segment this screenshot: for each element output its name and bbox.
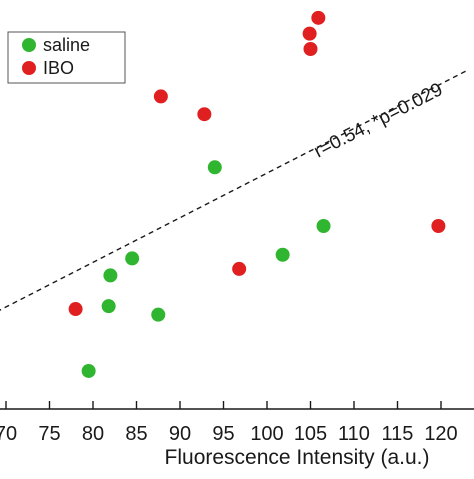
- legend-label-ibo: IBO: [43, 58, 74, 78]
- plot-area: 70 75 80 85 90 95 100 105 110 115 120: [0, 10, 474, 445]
- point-saline-5: [207, 160, 222, 175]
- point-ibo-6: [311, 10, 326, 25]
- x-tick-label-105: 105: [294, 423, 327, 445]
- x-axis-title: Fluorescence Intensity (a.u.): [165, 446, 430, 469]
- point-saline-1: [101, 299, 116, 314]
- correlation-annotation: r=0.54, *p=0.029: [311, 79, 447, 162]
- point-saline-0: [81, 363, 96, 378]
- point-ibo-3: [232, 261, 247, 276]
- x-tick-label-85: 85: [125, 423, 147, 445]
- x-tick-label-95: 95: [212, 423, 234, 445]
- x-tick-label-115: 115: [382, 423, 414, 445]
- legend-marker-saline: [22, 38, 36, 52]
- point-ibo-0: [68, 302, 83, 317]
- point-saline-3: [125, 251, 140, 266]
- legend-marker-ibo: [22, 61, 36, 75]
- x-tick-label-70: 70: [0, 423, 17, 445]
- point-ibo-4: [302, 26, 317, 41]
- point-saline-7: [316, 218, 331, 233]
- point-ibo-7: [431, 218, 446, 233]
- point-ibo-2: [197, 107, 212, 122]
- point-saline-6: [275, 247, 290, 262]
- legend-label-saline: saline: [43, 35, 90, 55]
- x-tick-label-80: 80: [82, 423, 104, 445]
- x-tick-label-110: 110: [338, 423, 370, 445]
- legend: saline IBO: [7, 31, 126, 84]
- point-saline-4: [151, 307, 166, 322]
- point-ibo-5: [303, 42, 318, 57]
- x-tick-label-120: 120: [424, 423, 457, 445]
- point-ibo-1: [153, 89, 168, 104]
- x-tick-label-90: 90: [169, 423, 191, 445]
- x-tick-label-100: 100: [250, 423, 283, 445]
- point-saline-2: [103, 268, 118, 283]
- x-tick-label-75: 75: [38, 423, 60, 445]
